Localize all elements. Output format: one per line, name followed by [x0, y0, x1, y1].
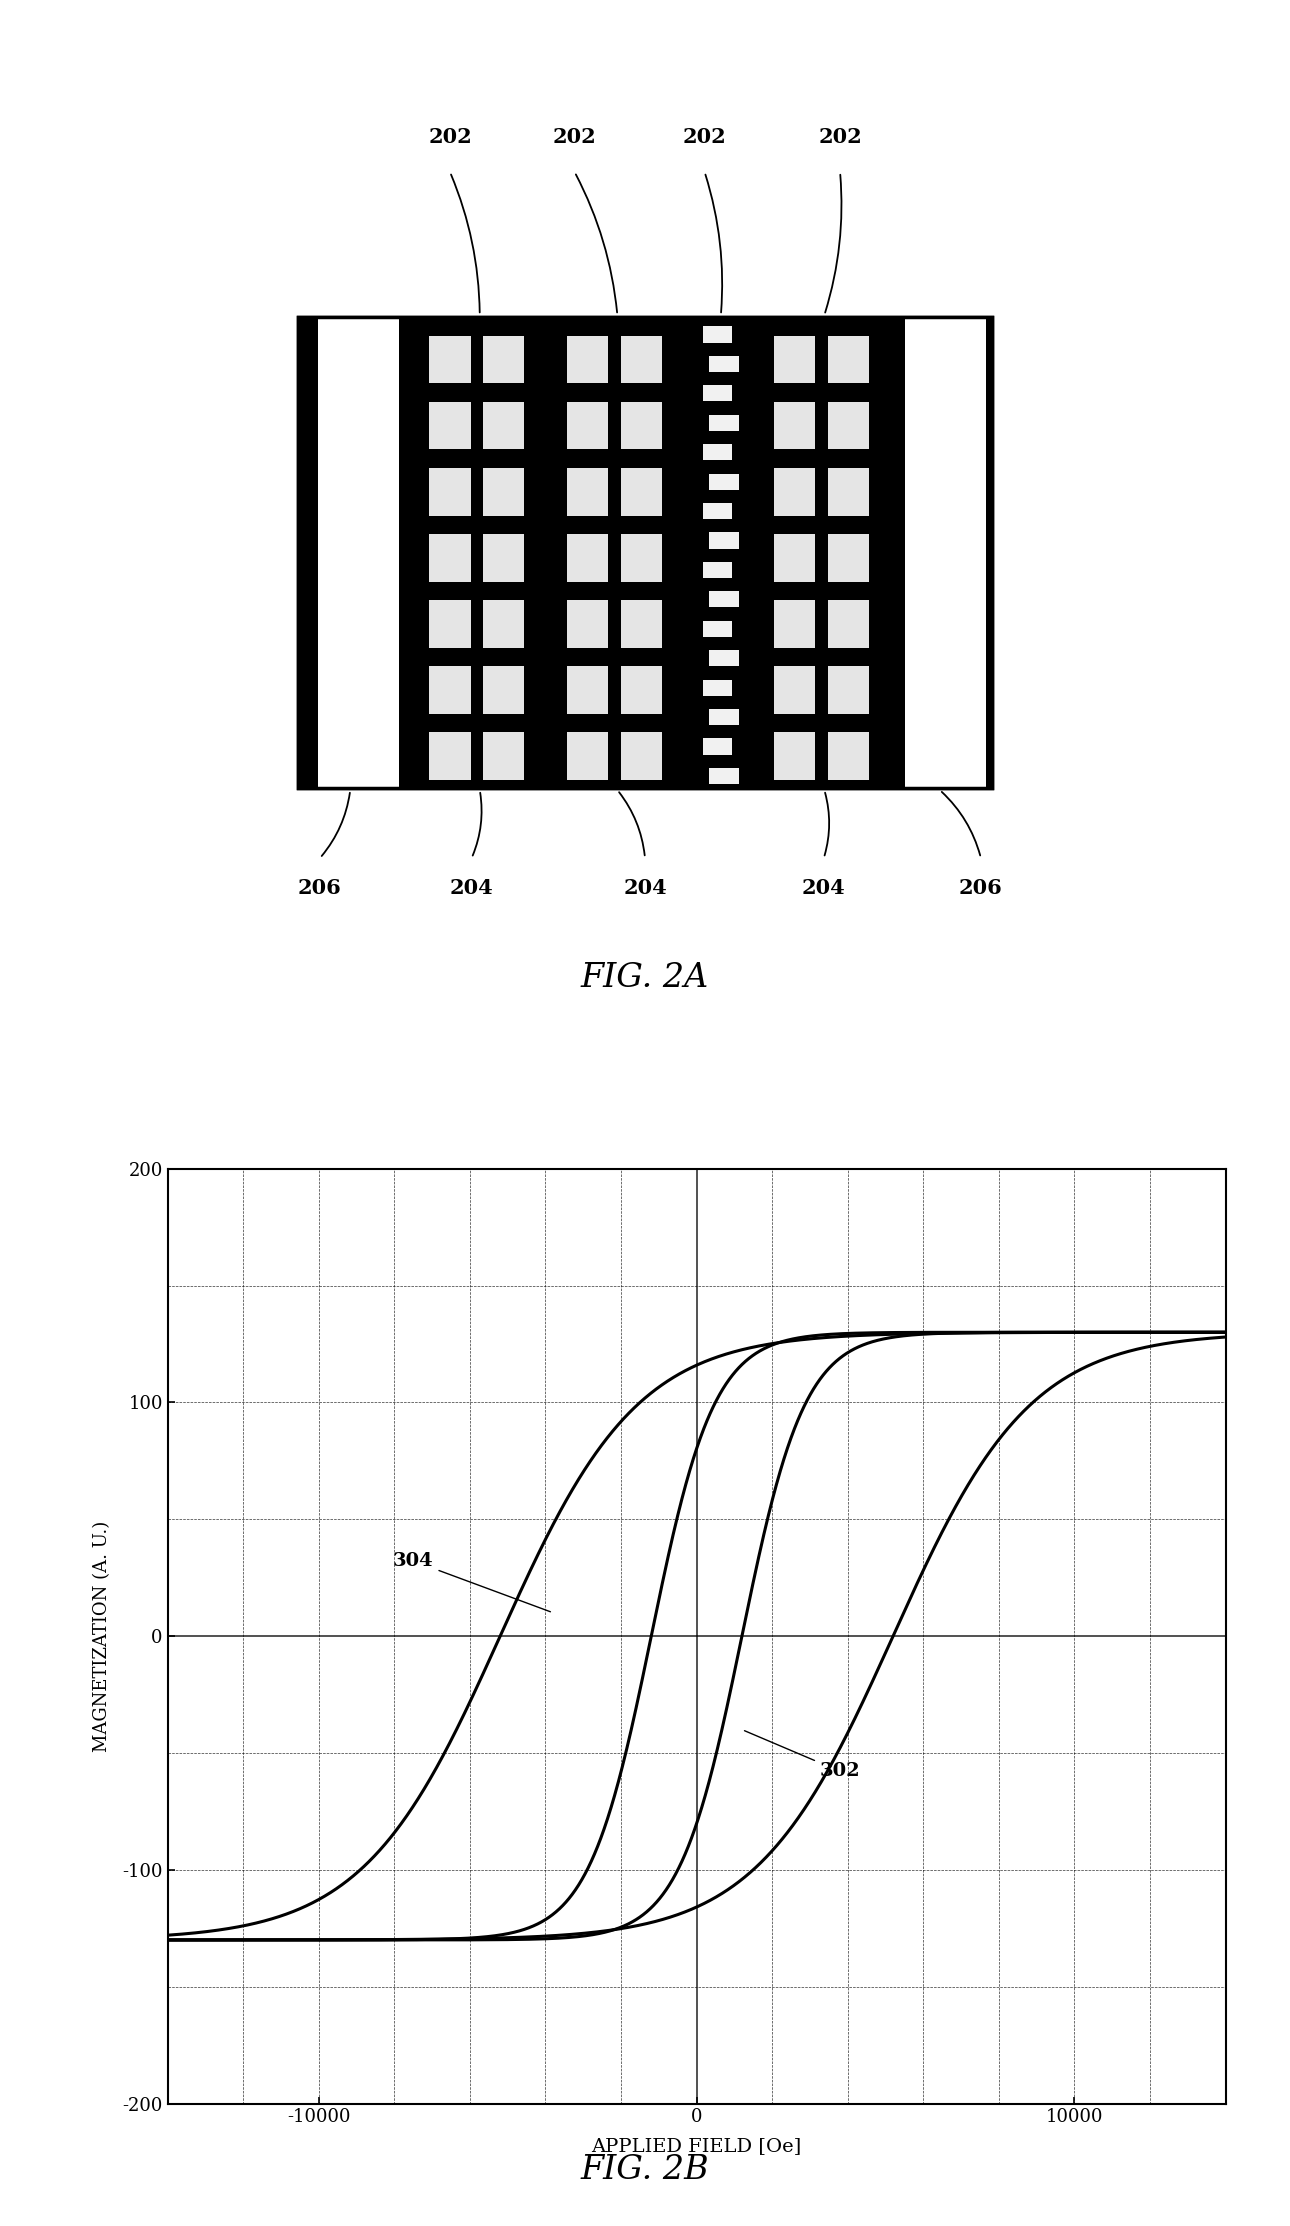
Bar — [703, 503, 733, 519]
Text: 302: 302 — [744, 1730, 860, 1781]
Bar — [703, 445, 733, 461]
Bar — [482, 401, 525, 450]
Bar — [317, 318, 399, 788]
Bar — [703, 679, 733, 697]
Text: 206: 206 — [958, 879, 1002, 897]
Y-axis label: MAGNETIZATION (A. U.): MAGNETIZATION (A. U.) — [93, 1520, 111, 1752]
Bar — [620, 534, 662, 581]
Bar — [298, 318, 992, 788]
Bar — [620, 336, 662, 383]
Bar — [774, 666, 815, 715]
Bar — [430, 467, 471, 516]
Bar — [774, 467, 815, 516]
Bar — [482, 666, 525, 715]
Bar — [482, 336, 525, 383]
Bar — [828, 601, 869, 648]
Bar — [774, 336, 815, 383]
Text: 202: 202 — [682, 127, 726, 147]
Text: 204: 204 — [450, 879, 494, 897]
Bar — [698, 318, 743, 788]
Bar — [828, 336, 869, 383]
Bar — [774, 601, 815, 648]
Bar — [430, 666, 471, 715]
Bar — [482, 601, 525, 648]
Bar — [430, 732, 471, 779]
X-axis label: APPLIED FIELD [Oe]: APPLIED FIELD [Oe] — [592, 2137, 801, 2155]
Bar — [482, 467, 525, 516]
Bar — [568, 732, 609, 779]
Bar — [430, 534, 471, 581]
Bar — [703, 621, 733, 637]
Text: 202: 202 — [428, 127, 472, 147]
Bar — [620, 467, 662, 516]
Bar — [482, 732, 525, 779]
Bar — [828, 732, 869, 779]
Bar — [710, 474, 739, 490]
Bar — [423, 318, 537, 788]
Text: 204: 204 — [802, 879, 846, 897]
Bar — [482, 534, 525, 581]
Bar — [568, 401, 609, 450]
Bar — [620, 601, 662, 648]
Bar — [703, 561, 733, 579]
Bar — [774, 534, 815, 581]
Text: 202: 202 — [552, 127, 596, 147]
Bar — [568, 666, 609, 715]
Bar — [828, 666, 869, 715]
Bar — [298, 318, 992, 788]
Bar — [710, 592, 739, 608]
Bar — [620, 732, 662, 779]
Bar — [774, 401, 815, 450]
Bar — [568, 467, 609, 516]
Bar — [568, 601, 609, 648]
Bar — [430, 336, 471, 383]
Bar — [710, 650, 739, 666]
Bar — [710, 414, 739, 432]
Bar — [568, 336, 609, 383]
Text: 202: 202 — [818, 127, 862, 147]
Bar — [710, 708, 739, 726]
Bar — [703, 385, 733, 401]
Bar — [430, 401, 471, 450]
Bar — [710, 532, 739, 548]
Bar — [430, 601, 471, 648]
Bar — [703, 739, 733, 755]
Bar — [710, 356, 739, 372]
Bar — [620, 401, 662, 450]
Text: FIG. 2B: FIG. 2B — [580, 2155, 710, 2186]
Text: 204: 204 — [623, 879, 667, 897]
Bar — [620, 666, 662, 715]
Bar — [828, 401, 869, 450]
Bar — [560, 318, 675, 788]
Text: 304: 304 — [393, 1552, 551, 1612]
Bar — [703, 327, 733, 343]
Bar — [568, 534, 609, 581]
Text: FIG. 2A: FIG. 2A — [580, 962, 710, 995]
Bar — [828, 534, 869, 581]
Text: 206: 206 — [298, 879, 342, 897]
Bar — [906, 318, 987, 788]
Bar — [828, 467, 869, 516]
Bar — [710, 768, 739, 784]
Bar — [768, 318, 881, 788]
Bar — [774, 732, 815, 779]
